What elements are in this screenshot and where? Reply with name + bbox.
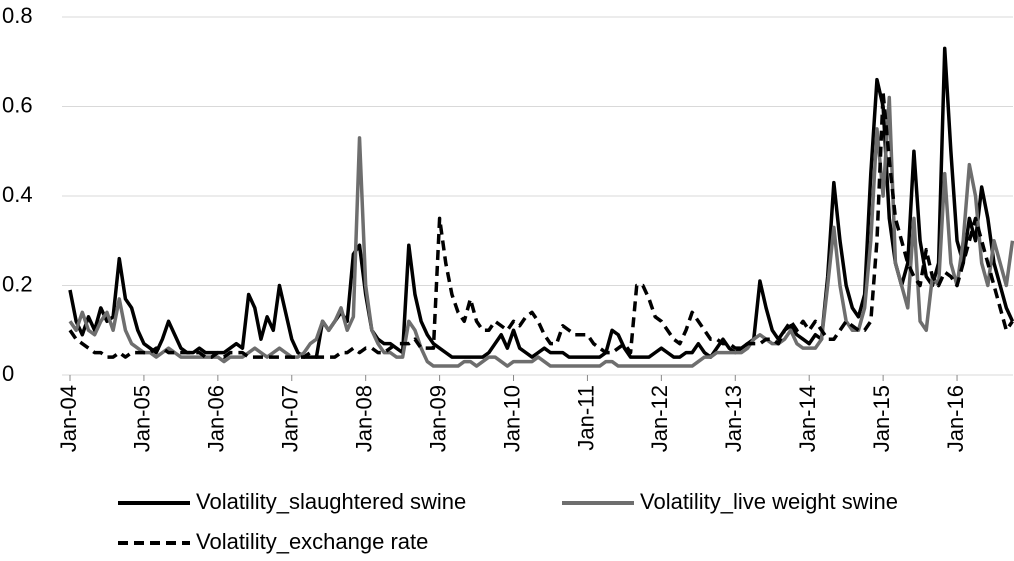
x-tick-label: Jan-09 [425, 385, 450, 452]
x-tick-label: Jan-15 [869, 385, 894, 452]
x-tick-label: Jan-14 [795, 385, 820, 452]
x-tick-label: Jan-16 [943, 385, 968, 452]
x-tick-label: Jan-13 [721, 385, 746, 452]
x-tick-label: Jan-05 [130, 385, 155, 452]
legend-label: Volatility_exchange rate [196, 529, 428, 554]
y-tick-label: 0.8 [2, 3, 33, 28]
x-tick-label: Jan-07 [278, 385, 303, 452]
y-tick-label: 0.6 [2, 92, 33, 117]
x-tick-label: Jan-11 [573, 385, 598, 451]
legend-label: Volatility_slaughtered swine [196, 489, 466, 514]
x-tick-label: Jan-04 [56, 385, 81, 452]
series-line [68, 46, 1014, 359]
y-tick-label: 0.4 [2, 182, 33, 207]
series-line [68, 95, 1014, 368]
x-tick-label: Jan-12 [647, 385, 672, 452]
series-line [68, 91, 1014, 359]
y-tick-label: 0 [2, 361, 14, 386]
x-tick-label: Jan-10 [499, 385, 524, 452]
legend-label: Volatility_live weight swine [640, 489, 898, 514]
y-tick-label: 0.2 [2, 271, 33, 296]
x-tick-label: Jan-06 [204, 385, 229, 452]
x-tick-label: Jan-08 [351, 385, 376, 452]
